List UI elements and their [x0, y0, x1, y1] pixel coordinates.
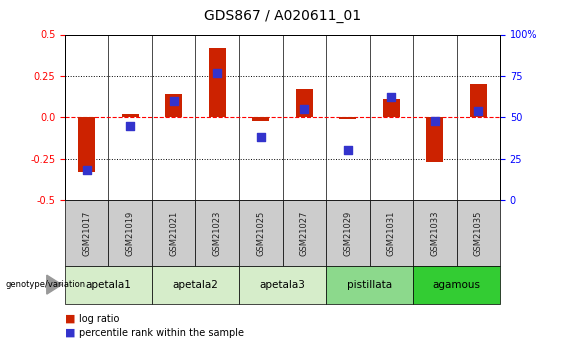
- Text: GSM21025: GSM21025: [257, 210, 265, 256]
- Bar: [370, 200, 413, 266]
- Bar: [326, 200, 370, 266]
- Bar: [165, 94, 182, 117]
- Bar: [152, 200, 195, 266]
- Point: [343, 148, 353, 153]
- Bar: [282, 200, 326, 266]
- Text: apetala3: apetala3: [259, 280, 306, 289]
- Point: [257, 135, 266, 140]
- Bar: [65, 266, 152, 304]
- Point: [212, 70, 221, 75]
- Text: GSM21019: GSM21019: [126, 210, 134, 256]
- Bar: [152, 266, 239, 304]
- Polygon shape: [47, 275, 62, 294]
- Bar: [413, 266, 500, 304]
- Point: [299, 106, 308, 112]
- Text: ■: ■: [65, 328, 76, 338]
- Point: [431, 118, 440, 124]
- Bar: [65, 200, 108, 266]
- Point: [82, 168, 92, 173]
- Text: GSM21031: GSM21031: [387, 210, 396, 256]
- Bar: [470, 84, 487, 117]
- Point: [126, 123, 135, 128]
- Text: ■: ■: [65, 314, 76, 324]
- Text: percentile rank within the sample: percentile rank within the sample: [79, 328, 244, 338]
- Bar: [413, 200, 457, 266]
- Text: apetala2: apetala2: [172, 280, 219, 289]
- Text: GSM21035: GSM21035: [474, 210, 483, 256]
- Bar: [208, 48, 226, 117]
- Text: GSM21033: GSM21033: [431, 210, 439, 256]
- Bar: [383, 99, 400, 117]
- Text: pistillata: pistillata: [347, 280, 392, 289]
- Bar: [239, 200, 282, 266]
- Text: agamous: agamous: [433, 280, 480, 289]
- Bar: [426, 117, 444, 162]
- Point: [170, 98, 179, 104]
- Text: GSM21021: GSM21021: [170, 210, 178, 256]
- Text: GDS867 / A020611_01: GDS867 / A020611_01: [204, 9, 361, 22]
- Text: GSM21023: GSM21023: [213, 210, 221, 256]
- Bar: [295, 89, 313, 117]
- Point: [386, 95, 396, 100]
- Text: GSM21027: GSM21027: [300, 210, 308, 256]
- Bar: [195, 200, 239, 266]
- Bar: [339, 117, 357, 119]
- Bar: [121, 114, 139, 117]
- Bar: [457, 200, 500, 266]
- Bar: [326, 266, 413, 304]
- Text: GSM21029: GSM21029: [344, 210, 352, 256]
- Bar: [252, 117, 270, 121]
- Point: [473, 108, 483, 114]
- Bar: [78, 117, 95, 172]
- Text: apetala1: apetala1: [85, 280, 132, 289]
- Text: log ratio: log ratio: [79, 314, 119, 324]
- Text: GSM21017: GSM21017: [82, 210, 91, 256]
- Text: genotype/variation: genotype/variation: [6, 280, 86, 289]
- Bar: [108, 200, 152, 266]
- Bar: [239, 266, 326, 304]
